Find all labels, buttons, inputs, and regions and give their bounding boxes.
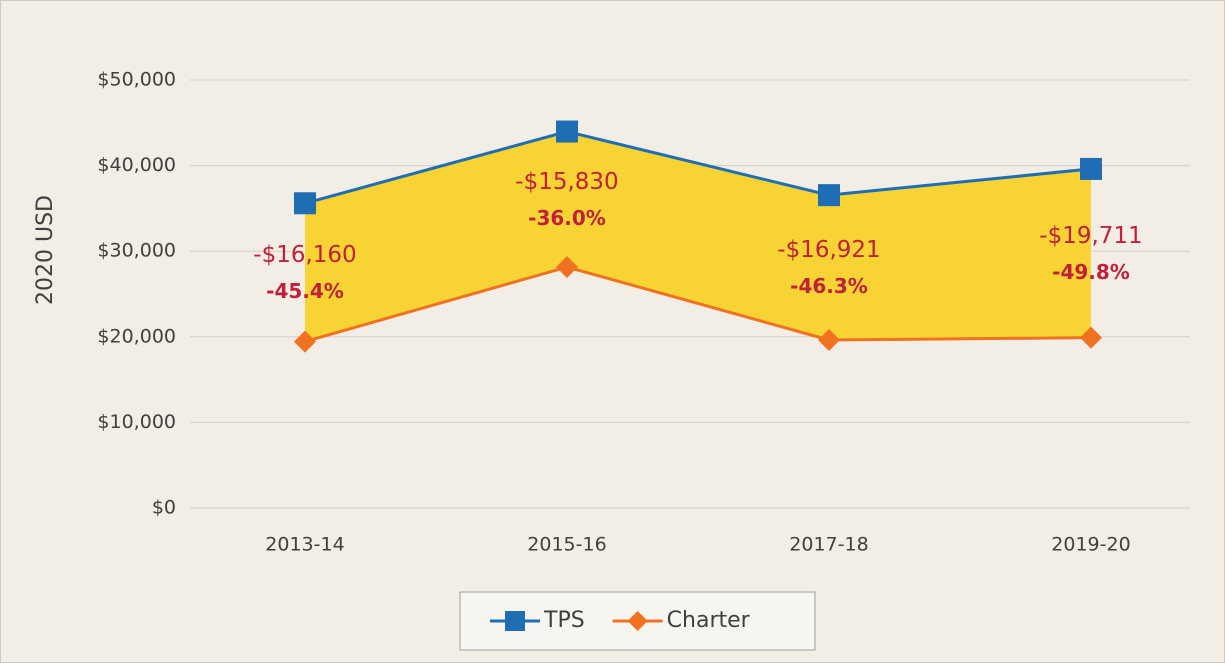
gap-percent: -46.3%	[790, 274, 868, 298]
y-tick-label: $20,000	[97, 325, 176, 347]
y-tick-label: $0	[152, 497, 176, 519]
gap-amount: -$16,921	[777, 237, 880, 263]
marker	[556, 120, 578, 143]
y-tick-label: $50,000	[97, 69, 176, 91]
x-tick-label: 2013-14	[265, 534, 344, 556]
y-tick-label: $30,000	[97, 240, 176, 262]
gap-area	[305, 131, 1091, 342]
marker	[294, 192, 316, 215]
gap-amount: -$15,830	[515, 169, 618, 195]
legend-marker	[505, 611, 525, 631]
gap-amount: -$19,711	[1039, 223, 1142, 249]
marker	[818, 328, 840, 351]
marker	[556, 256, 578, 279]
y-tick-label: $10,000	[97, 411, 176, 433]
marker	[1080, 326, 1102, 349]
legend-marker	[627, 611, 648, 631]
gap-amount: -$16,160	[253, 242, 356, 268]
marker	[1080, 157, 1102, 180]
x-tick-label: 2015-16	[527, 534, 606, 556]
series-line	[304, 265, 1092, 344]
gap-percent: -49.8%	[1052, 260, 1130, 284]
gap-percent: -36.0%	[528, 206, 606, 230]
y-tick-label: $40,000	[97, 154, 176, 176]
series-line	[304, 129, 1092, 205]
marker	[818, 184, 840, 207]
gap-percent: -45.4%	[266, 279, 344, 303]
x-tick-label: 2017-18	[789, 534, 868, 556]
marker	[294, 330, 316, 353]
legend-label: TPS	[543, 608, 585, 633]
y-axis-label: 2020 USD	[33, 195, 58, 305]
x-tick-label: 2019-20	[1051, 534, 1130, 556]
legend-label: Charter	[667, 608, 751, 633]
